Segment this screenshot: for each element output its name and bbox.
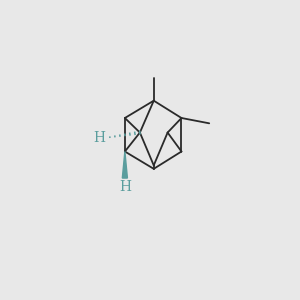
Text: H: H bbox=[119, 180, 131, 194]
Text: H: H bbox=[94, 130, 106, 145]
Polygon shape bbox=[122, 152, 128, 178]
